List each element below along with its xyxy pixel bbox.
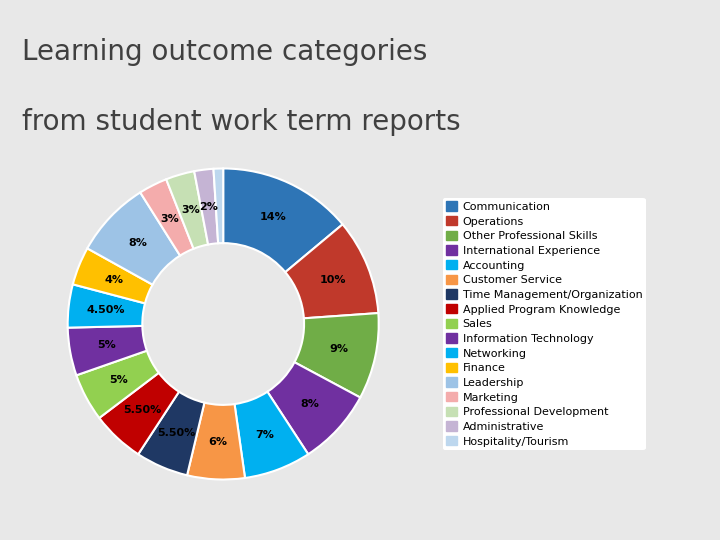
Text: 6%: 6% — [208, 437, 227, 447]
Wedge shape — [140, 179, 194, 255]
Text: 3%: 3% — [161, 213, 179, 224]
Text: 2%: 2% — [199, 202, 218, 212]
Wedge shape — [76, 350, 158, 418]
Text: 4.50%: 4.50% — [86, 305, 125, 315]
Wedge shape — [235, 392, 308, 478]
Wedge shape — [138, 392, 204, 475]
Text: 4%: 4% — [104, 275, 123, 285]
Text: 10%: 10% — [320, 275, 346, 285]
Text: 5%: 5% — [109, 375, 128, 385]
Text: 8%: 8% — [128, 238, 147, 248]
Wedge shape — [166, 171, 208, 249]
Text: 5%: 5% — [97, 340, 117, 350]
Wedge shape — [294, 313, 379, 397]
Wedge shape — [87, 192, 180, 285]
Legend: Communication, Operations, Other Professional Skills, International Experience, : Communication, Operations, Other Profess… — [443, 198, 646, 450]
Text: 9%: 9% — [329, 344, 348, 354]
Wedge shape — [68, 285, 145, 328]
Wedge shape — [68, 326, 147, 375]
Wedge shape — [214, 168, 223, 244]
Text: from student work term reports: from student work term reports — [22, 108, 460, 136]
Text: 8%: 8% — [301, 399, 320, 409]
Text: 5.50%: 5.50% — [158, 428, 196, 437]
Wedge shape — [267, 362, 360, 454]
Text: 5.50%: 5.50% — [124, 406, 162, 415]
Text: 14%: 14% — [260, 212, 287, 222]
Wedge shape — [187, 403, 245, 480]
Wedge shape — [194, 169, 218, 245]
Wedge shape — [223, 168, 343, 272]
Wedge shape — [73, 248, 153, 303]
Text: 7%: 7% — [256, 430, 274, 440]
Wedge shape — [285, 224, 378, 318]
Text: Learning outcome categories: Learning outcome categories — [22, 38, 427, 66]
Text: 3%: 3% — [181, 205, 199, 215]
Wedge shape — [99, 373, 179, 454]
